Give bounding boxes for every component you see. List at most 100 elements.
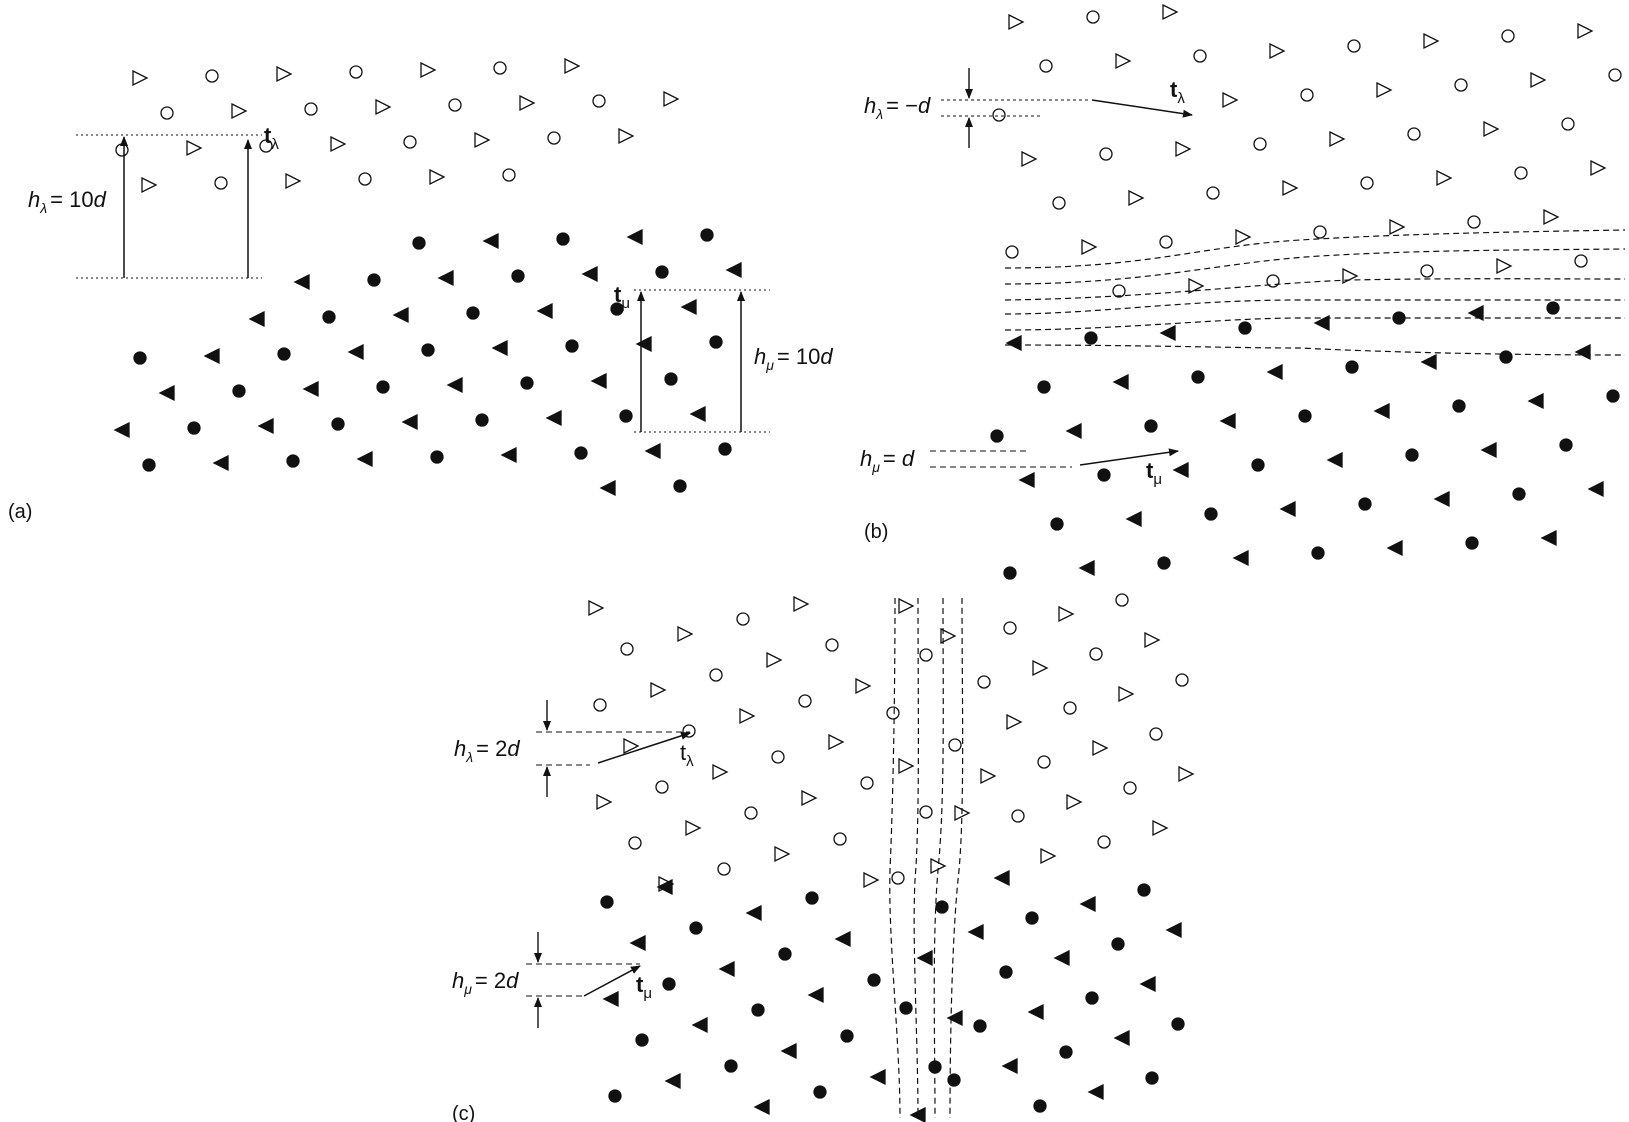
c-lambda-circle [717,862,731,876]
b-mu-triangle [1172,461,1189,479]
b-mu-triangle [1433,490,1450,508]
a-mu-triangle [545,409,562,427]
c-mu-circle [1111,937,1125,951]
c-lambda-circle [744,806,758,820]
a-lambda-circle [115,143,129,157]
c-interface-lambda-triangle [898,597,915,615]
c-lambda-triangle [1066,793,1083,811]
b-mu-circle [1097,468,1111,482]
a-mu-triangle [347,343,364,361]
b-mu-triangle [1420,353,1437,371]
b-lambda-triangle [1530,71,1547,89]
c-t-lambda-label: tλ [680,740,694,770]
panel-a-letter: (a) [8,501,32,523]
c-mu-triangle [1027,1003,1044,1021]
c-lambda-circle [798,694,812,708]
b-lambda-circle [992,108,1006,122]
c-mu-circle [805,891,819,905]
c-t-mu-arrow [583,965,641,997]
b-mu-circle [1345,360,1359,374]
panel-a: hλ = 10d tλ tμ hμ = 10d (a) [8,57,833,523]
a-mu-circle [511,269,525,283]
c-interface-lines [889,597,964,1119]
a-mu-triangle [401,413,418,431]
c-lambda-triangle [685,819,702,837]
b-lambda-circle [1159,235,1173,249]
c-lambda-circle [977,675,991,689]
b-mu-triangle [1232,549,1249,567]
b-interface-lines [1004,229,1626,356]
b-lambda-circle [1574,254,1588,268]
b-lambda-circle [1514,166,1528,180]
a-mu-circle [133,351,147,365]
b-lambda-triangle [1008,13,1025,31]
b-mu-circle [1251,458,1265,472]
c-mu-circle [600,895,614,909]
a-mu-triangle [248,310,265,328]
b-mu-triangle [1326,451,1343,469]
c-interface-lambda-circle [919,648,933,662]
b-lambda-circle [1005,245,1019,259]
c-mu-triangle [1053,949,1070,967]
b-lambda-circle [1454,78,1468,92]
c-mu-circle [867,973,881,987]
c-lambda-circle [1037,755,1051,769]
c-lambda-triangle [623,737,640,755]
b-lambda-circle [1300,88,1314,102]
a-lambda-circle [502,168,516,182]
b-mu-circle [1084,331,1098,345]
b-mu-triangle [1386,539,1403,557]
a-lambda-circle [214,176,228,190]
c-lambda-triangle [1152,819,1169,837]
a-mu-circle [664,372,678,386]
a-mu-triangle [680,298,697,316]
a-mu-triangle [257,417,274,435]
c-interface-mu-circle [935,900,949,914]
c-mu-triangle [807,986,824,1004]
c-mu-triangle [691,1016,708,1034]
b-mu-circle [1405,448,1419,462]
c-interface-mu-triangle [916,949,933,967]
a-t-mu-label: tμ [614,282,630,312]
a-lambda-circle [160,106,174,120]
a-t-lambda-label: tλ [264,123,279,153]
c-lambda-triangle [774,845,791,863]
c-lambda-circle [1175,673,1189,687]
b-mu-circle [1204,507,1218,521]
c-mu-triangle [780,1042,797,1060]
c-mu-triangle [869,1068,886,1086]
b-lambda-triangle [1235,228,1252,246]
b-lambda-circle [1313,225,1327,239]
c-mu-circle [1033,1099,1047,1113]
a-mu-triangle [599,479,616,497]
a-lambda-triangle [618,127,635,145]
b-mu-triangle [1373,402,1390,420]
b-mu-circle [1452,399,1466,413]
b-lambda-triangle [1081,238,1098,256]
c-mu-circle [1059,1045,1073,1059]
a-lambda-triangle [420,61,437,79]
b-lambda-triangle [1342,267,1359,285]
c-mu-triangle [834,930,851,948]
a-mu-circle [673,479,687,493]
b-lambda-circle [1501,29,1515,43]
c-lambda-circle [1011,809,1025,823]
b-lambda-circle [1086,10,1100,24]
b-mu-circle [1050,517,1064,531]
a-lambda-circle [349,65,363,79]
b-lambda-circle [1407,127,1421,141]
b-lambda-triangle [1543,208,1560,226]
b-lambda-circle [1193,49,1207,63]
b-h-mu-label: hμ = d [860,446,915,475]
c-lambda-triangle [1092,739,1109,757]
b-mu-circle [1238,321,1252,335]
c-mu-circle [1145,1071,1159,1085]
b-lambda-triangle [1423,32,1440,50]
b-mu-circle [1144,419,1158,433]
panel-c-letter: (c) [452,1103,475,1122]
b-lambda-triangle [1496,257,1513,275]
c-mu-circle [813,1085,827,1099]
a-mu-circle [376,380,390,394]
c-mu-triangle [664,1072,681,1090]
b-lambda-triangle [1222,91,1239,109]
